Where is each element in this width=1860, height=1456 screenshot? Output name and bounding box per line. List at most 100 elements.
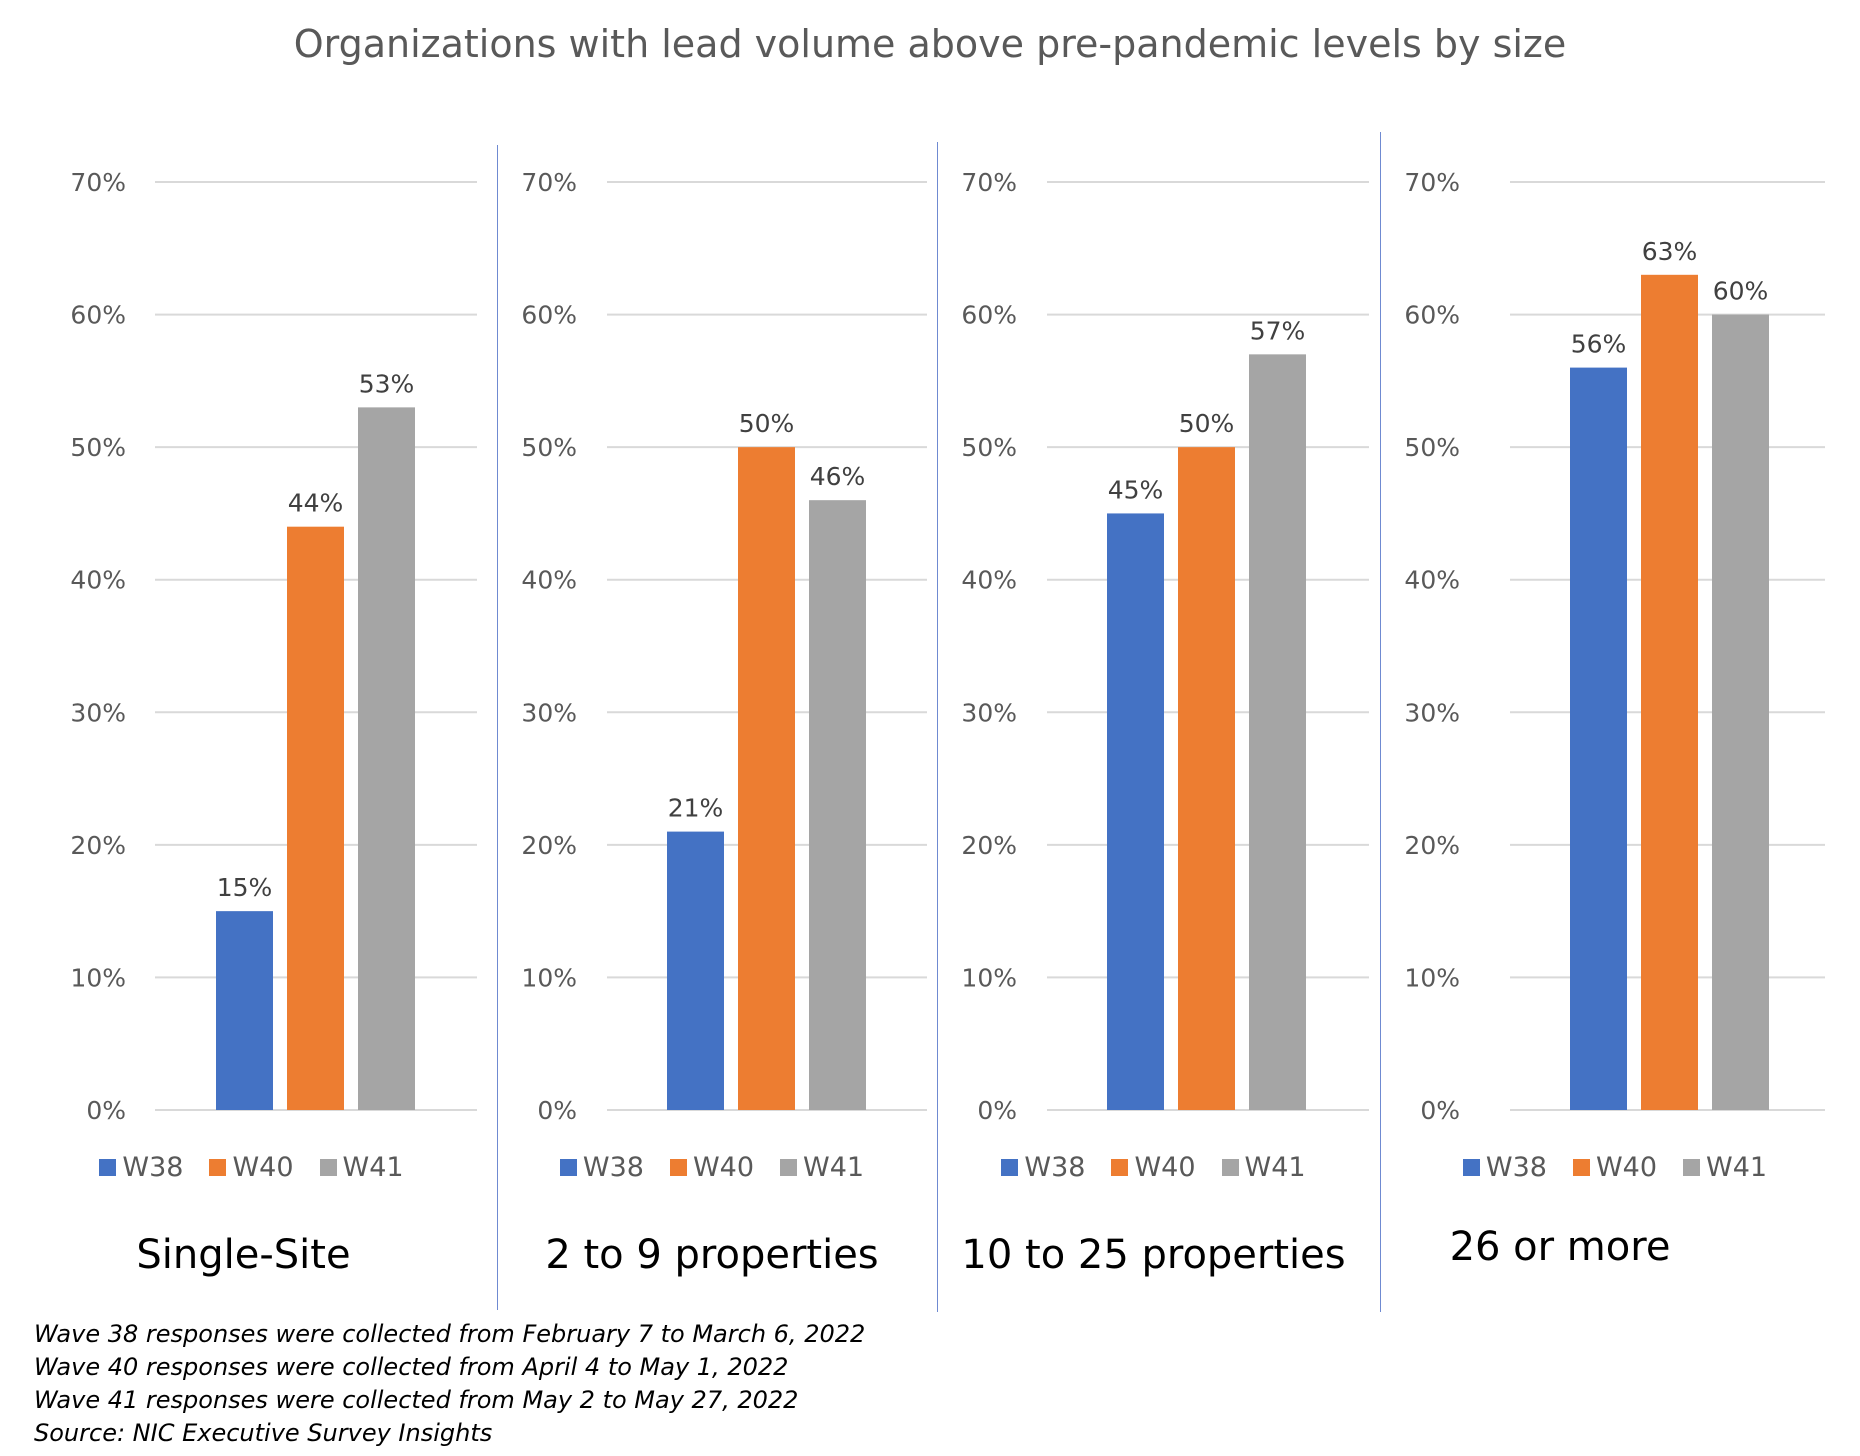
legend-swatch [99, 1159, 117, 1176]
bar-w41 [809, 500, 866, 1111]
panel-divider [937, 142, 938, 1312]
panel-caption: 10 to 25 properties [961, 1232, 1346, 1278]
legend-item-w38: W38 [99, 1152, 183, 1183]
data-label: 21% [668, 794, 724, 823]
y-tick-label: 60% [961, 301, 1017, 330]
data-label: 50% [739, 409, 795, 438]
chart-panel-3: 0% 10% 20% 30% 40% 50% 60% 70% 45% 50% 57% W38 W40 W4… [937, 0, 1380, 1456]
legend-item-w40: W40 [1572, 1152, 1658, 1183]
legend-label: W38 [1485, 1152, 1547, 1183]
legend: W38 W40 W41 [8, 1152, 495, 1183]
chart-title: Organizations with lead volume above pre… [293, 22, 1567, 66]
legend-item-w40: W40 [209, 1152, 294, 1183]
legend: W38 W40 W41 [1380, 1152, 1850, 1183]
legend-swatch [1572, 1159, 1590, 1176]
y-tick-label: 30% [961, 698, 1017, 727]
bar-w41 [1712, 314, 1769, 1111]
data-label: 45% [1108, 475, 1164, 504]
bar-w41 [358, 407, 415, 1110]
data-label: 56% [1571, 330, 1627, 359]
footnote-wave38: Wave 38 responses were collected from Fe… [34, 1320, 866, 1348]
legend-swatch [559, 1159, 577, 1176]
footnote-source: Source: NIC Executive Survey Insights [34, 1419, 493, 1447]
data-label: 53% [359, 369, 415, 398]
legend-item-w41: W41 [780, 1152, 864, 1183]
y-tick-label: 20% [70, 831, 126, 860]
legend-label: W41 [342, 1152, 404, 1183]
data-label: 60% [1713, 277, 1769, 306]
y-tick-label: 60% [1404, 301, 1460, 330]
y-tick-label: 70% [1404, 168, 1460, 197]
legend-item-w40: W40 [669, 1152, 754, 1183]
legend-swatch [1221, 1159, 1239, 1176]
y-tick-label: 0% [537, 1096, 577, 1125]
chart-plot-1: 0% 10% 20% 30% 40% 50% 60% 70% 15% 44% 53% [70, 168, 477, 1125]
legend-item-w41: W41 [1683, 1152, 1767, 1183]
legend: W38 W40 W41 [497, 1152, 927, 1183]
y-tick-label: 10% [1404, 963, 1460, 992]
data-label: 46% [810, 462, 866, 491]
legend-swatch [319, 1159, 337, 1176]
y-tick-label: 10% [521, 963, 577, 992]
legend: W38 W40 W41 [937, 1152, 1370, 1183]
legend-item-w40: W40 [1111, 1152, 1196, 1183]
y-tick-label: 70% [521, 168, 577, 197]
chart-panel-4: 0% 10% 20% 30% 40% 50% 60% 70% 56% 63% 60% W38 W40 W4… [1380, 0, 1860, 1456]
bar-w40 [1641, 274, 1698, 1110]
legend-label: W40 [1595, 1152, 1658, 1183]
legend-label: W38 [122, 1152, 184, 1183]
legend-swatch [1683, 1159, 1701, 1176]
legend-item-w41: W41 [1221, 1152, 1306, 1183]
legend-item-w38: W38 [559, 1152, 644, 1183]
y-tick-label: 60% [70, 301, 126, 330]
legend-item-w41: W41 [319, 1152, 404, 1183]
data-label: 50% [1179, 409, 1235, 438]
y-tick-label: 20% [961, 831, 1017, 860]
chart-panel-1: 0% 10% 20% 30% 40% 50% 60% 70% 15% 44% 53% W38 W40 W4… [0, 0, 497, 1456]
data-label: 15% [217, 873, 273, 902]
data-label: 57% [1250, 316, 1306, 345]
footnotes: Wave 38 responses were collected from Fe… [34, 1318, 865, 1450]
bar-w41 [1249, 354, 1306, 1110]
legend-label: W38 [1024, 1152, 1086, 1183]
legend-label: W38 [582, 1152, 644, 1183]
footnote-wave41: Wave 41 responses were collected from Ma… [34, 1386, 799, 1414]
y-tick-label: 20% [521, 831, 577, 860]
y-tick-label: 50% [70, 433, 126, 462]
legend-item-w38: W38 [1462, 1152, 1547, 1183]
y-tick-label: 0% [86, 1096, 126, 1125]
data-label: 44% [288, 489, 344, 518]
y-tick-label: 0% [977, 1096, 1017, 1125]
legend-swatch [1462, 1159, 1480, 1176]
chart-panel-2: 0% 10% 20% 30% 40% 50% 60% 70% 21% 50% 46% W38 W40 W4… [497, 0, 937, 1456]
y-tick-label: 70% [70, 168, 126, 197]
bar-w40 [1178, 447, 1235, 1111]
bar-w38 [1107, 513, 1164, 1110]
y-tick-label: 30% [521, 698, 577, 727]
y-tick-label: 40% [521, 566, 577, 595]
legend-label: W41 [1706, 1152, 1768, 1183]
y-tick-label: 30% [1404, 698, 1460, 727]
y-tick-label: 10% [961, 963, 1017, 992]
legend-item-w38: W38 [1001, 1152, 1085, 1183]
y-tick-label: 50% [1404, 433, 1460, 462]
y-tick-label: 70% [961, 168, 1017, 197]
y-tick-label: 40% [1404, 566, 1460, 595]
panel-divider [1380, 132, 1381, 1312]
legend-swatch [1001, 1159, 1019, 1176]
y-tick-label: 0% [1420, 1096, 1460, 1125]
legend-label: W41 [803, 1152, 865, 1183]
legend-label: W40 [1134, 1152, 1196, 1183]
chart-plot-3: 0% 10% 20% 30% 40% 50% 60% 70% 45% 50% 57% [961, 168, 1369, 1125]
y-tick-label: 40% [70, 566, 126, 595]
y-tick-label: 30% [70, 698, 126, 727]
bar-w38 [216, 911, 273, 1110]
bar-w40 [738, 447, 795, 1111]
panel-divider [497, 145, 498, 1310]
legend-swatch [1111, 1159, 1129, 1176]
panel-caption: 26 or more [1449, 1224, 1671, 1270]
y-tick-label: 10% [70, 963, 126, 992]
bar-w40 [287, 526, 344, 1110]
panel-caption: 2 to 9 properties [545, 1232, 879, 1278]
